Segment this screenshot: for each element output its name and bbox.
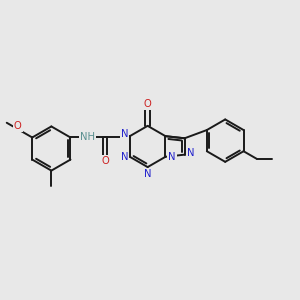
Text: N: N [145,169,152,178]
Text: NH: NH [80,132,95,142]
Text: N: N [121,152,128,162]
Text: N: N [168,152,176,162]
Text: N: N [187,148,194,158]
Text: O: O [101,156,109,166]
Text: O: O [14,121,22,131]
Text: O: O [144,99,152,109]
Text: N: N [121,129,128,139]
